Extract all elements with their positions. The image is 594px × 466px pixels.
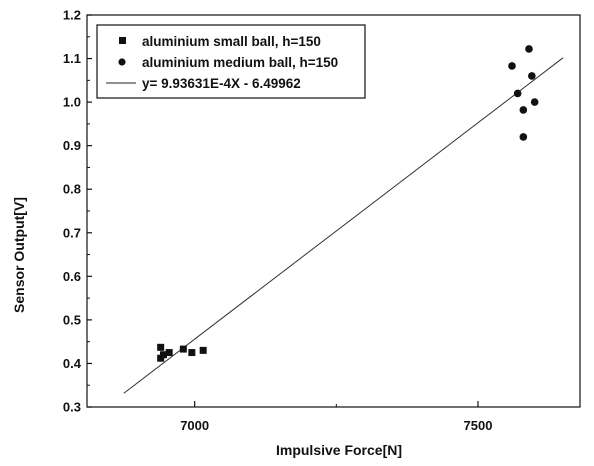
data-point-medium-ball — [508, 62, 516, 70]
data-point-medium-ball — [528, 72, 536, 80]
data-point-medium-ball — [530, 98, 539, 106]
x-tick-label: 7500 — [464, 418, 493, 433]
legend-label-small-ball: aluminium small ball, h=150 — [142, 34, 321, 49]
y-tick-label: 0.5 — [63, 312, 81, 327]
data-point-medium-ball — [519, 133, 528, 141]
y-tick-label: 1.2 — [63, 8, 81, 23]
data-point-medium-ball — [513, 89, 522, 98]
legend: aluminium small ball, h=150 aluminium me… — [96, 24, 366, 99]
fit-line-layer — [123, 57, 564, 394]
y-tick-label: 0.9 — [63, 138, 81, 153]
y-tick-label: 0.3 — [63, 400, 81, 415]
y-tick-label: 1.1 — [63, 51, 81, 66]
data-point-small-ball — [160, 351, 167, 359]
legend-label-fit-line: y= 9.93631E-4X - 6.49962 — [142, 76, 301, 91]
legend-marker-circle — [118, 58, 126, 66]
data-point-small-ball — [199, 346, 207, 354]
axis-ticks: 0.3 0.4 0.5 0.6 0.7 0.8 0.9 1.0 1.1 1.2 7000 7500 — [63, 8, 493, 434]
legend-marker-square — [119, 37, 126, 44]
fit-line — [123, 57, 564, 394]
y-tick-label: 1.0 — [63, 95, 81, 110]
x-axis-label: Impulsive Force[N] — [276, 442, 402, 458]
legend-label-medium-ball: aluminium medium ball, h=150 — [142, 55, 338, 70]
y-tick-label: 0.4 — [63, 356, 82, 371]
data-point-medium-ball — [519, 106, 528, 114]
data-point-small-ball — [179, 345, 187, 353]
data-points-layer — [157, 45, 539, 362]
y-tick-label: 0.8 — [63, 182, 81, 197]
y-tick-label: 0.6 — [63, 269, 81, 284]
data-point-small-ball — [165, 349, 173, 357]
legend-box — [96, 24, 366, 99]
data-point-small-ball — [157, 343, 165, 351]
x-tick-label: 7000 — [180, 418, 209, 433]
data-point-small-ball — [188, 349, 196, 357]
y-tick-label: 0.7 — [63, 225, 81, 240]
y-axis-label: Sensor Output[V] — [11, 197, 27, 313]
data-point-medium-ball — [525, 45, 533, 53]
